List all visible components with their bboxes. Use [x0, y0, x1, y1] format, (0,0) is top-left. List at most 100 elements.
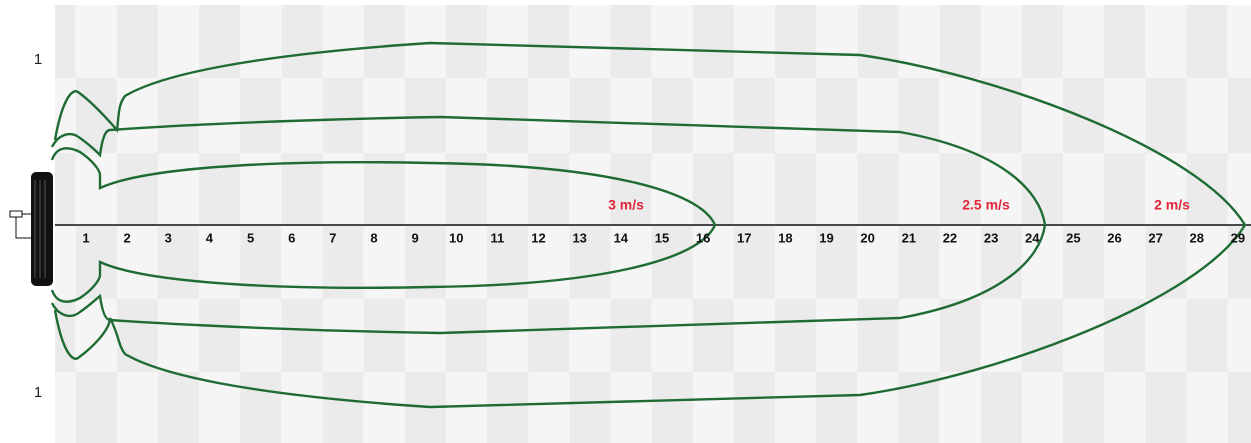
grid-cell — [651, 5, 693, 78]
grid-cell — [898, 153, 940, 226]
grid-cell — [775, 299, 817, 372]
grid-cell — [445, 78, 488, 153]
grid-cell — [157, 299, 200, 372]
grid-cell — [363, 153, 405, 226]
grid-cell — [404, 153, 446, 226]
grid-cell — [857, 153, 899, 226]
axis-label: 24 — [1025, 230, 1040, 245]
grid-cell — [157, 5, 200, 78]
grid-cell — [1021, 78, 1064, 153]
grid-cell — [733, 226, 776, 299]
contour-3 — [50, 147, 717, 303]
grid-cell — [1145, 226, 1187, 299]
axis-label: 16 — [696, 230, 710, 245]
axis-label: 9 — [412, 230, 419, 245]
grid-cell — [980, 5, 1022, 78]
grid-cell — [610, 299, 652, 372]
grid-cell — [651, 299, 693, 372]
grid-cell — [1145, 5, 1187, 78]
grid-cell — [1104, 5, 1146, 78]
contour-2 — [53, 41, 1247, 409]
grid-cell — [55, 372, 76, 443]
grid-cell — [1063, 226, 1105, 299]
grid-cell — [404, 5, 446, 78]
grid-cell — [1145, 299, 1187, 372]
axis-label: 27 — [1148, 230, 1162, 245]
grid-cell — [569, 372, 611, 443]
grid-cell — [240, 5, 282, 78]
grid-cell — [528, 153, 570, 226]
grid-cell — [157, 372, 200, 443]
grid-cell — [404, 299, 446, 372]
grid-cell — [55, 153, 76, 226]
grid-cell — [1145, 153, 1187, 226]
grid-cell — [1063, 299, 1105, 372]
grid-cell — [651, 78, 693, 153]
grid-cell — [1186, 226, 1228, 299]
grid-cell — [651, 226, 693, 299]
grid-cell — [816, 5, 858, 78]
grid-cell — [610, 78, 652, 153]
grid-cell — [775, 78, 817, 153]
grid-cell — [281, 5, 323, 78]
grid-cell — [528, 372, 570, 443]
grid-cell — [281, 78, 323, 153]
axis-label: 21 — [902, 230, 916, 245]
axis-label: 5 — [247, 230, 254, 245]
grid-cell — [116, 372, 158, 443]
grid-cell — [898, 78, 940, 153]
grid-cell — [733, 372, 776, 443]
grid-cell — [610, 372, 652, 443]
grid-cell — [857, 372, 899, 443]
grid-cell — [75, 5, 117, 78]
grid-cell — [487, 372, 529, 443]
axis-label: 23 — [984, 230, 998, 245]
grid-cell — [1186, 5, 1228, 78]
contour-2-5 — [50, 115, 1047, 335]
grid-cell — [939, 226, 981, 299]
grid-cell — [857, 5, 899, 78]
grid-cell — [157, 78, 200, 153]
grid-cell — [55, 5, 76, 78]
axis-label: 2 — [124, 230, 131, 245]
grid-cell — [569, 153, 611, 226]
grid-cell — [692, 226, 734, 299]
grid-cell — [322, 299, 364, 372]
grid-cell — [199, 78, 241, 153]
grid-cell — [281, 372, 323, 443]
grid-cell — [1186, 299, 1228, 372]
grid-cell — [199, 153, 241, 226]
grid-cell — [487, 78, 529, 153]
grid-cell — [1104, 226, 1146, 299]
grid-cell — [487, 299, 529, 372]
axis-label: 7 — [329, 230, 336, 245]
grid-cell — [775, 153, 817, 226]
grid-cell — [1104, 299, 1146, 372]
grid-cell — [1021, 299, 1064, 372]
grid-cell — [939, 153, 981, 226]
axis-label: 11 — [491, 230, 505, 245]
axis-label: 3 — [165, 230, 172, 245]
grid-cell — [199, 299, 241, 372]
grid-cell — [1063, 372, 1105, 443]
grid-cell — [692, 299, 734, 372]
grid-cell — [857, 299, 899, 372]
grid-cell — [857, 78, 899, 153]
grid-cell — [569, 5, 611, 78]
axis-label: 28 — [1190, 230, 1204, 245]
axis-label: 15 — [655, 230, 669, 245]
grid-cell — [816, 372, 858, 443]
grid-cell — [116, 5, 158, 78]
axis-label: 18 — [778, 230, 792, 245]
grid-cell — [487, 5, 529, 78]
axis-label: 10 — [449, 230, 463, 245]
grid-cell — [939, 299, 981, 372]
grid-cell — [240, 299, 282, 372]
grid-cell — [775, 5, 817, 78]
axis-label: 14 — [614, 230, 629, 245]
grid-cell — [610, 226, 652, 299]
grid-cell — [816, 153, 858, 226]
axis-label: 12 — [531, 230, 545, 245]
grid-cell — [75, 226, 117, 299]
axis-label: 4 — [206, 230, 214, 245]
